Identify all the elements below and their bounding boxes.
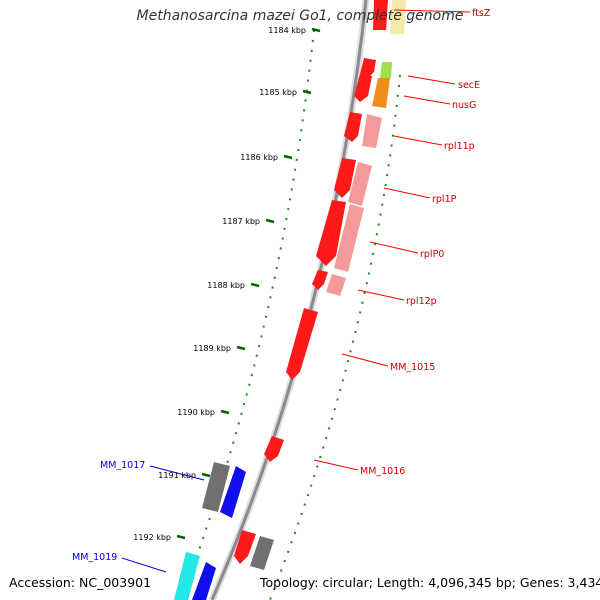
gene-ftsZ-a (373, 0, 388, 30)
gene-3 (344, 112, 362, 142)
gene-features (174, 0, 406, 600)
gene-label-MM_1019: MM_1019 (72, 552, 117, 563)
gene-4 (334, 158, 356, 198)
gene-label-rpl1P: rpl1P (432, 194, 457, 205)
gene-label-rpl11p: rpl11p (444, 141, 475, 152)
gene-label-MM_1016: MM_1016 (360, 466, 405, 477)
tick-mark (265, 218, 275, 224)
tick-label: 1185 kbp (259, 88, 297, 97)
inner-track (269, 74, 401, 600)
gene-MM_1017-a (202, 462, 230, 512)
tick-mark (236, 345, 246, 351)
gene-label-MM_1015: MM_1015 (390, 362, 435, 373)
tick-label: 1188 kbp (207, 281, 245, 290)
gene-label-rpl12p: rpl12p (406, 296, 437, 307)
gene-label-rplP0: rplP0 (420, 249, 444, 260)
tick-label: 1192 kbp (133, 533, 171, 542)
gene-rplP0 (334, 204, 364, 272)
gene-MM_1019-a (174, 552, 200, 600)
gene-MM_1019 (192, 562, 216, 600)
gene-ftsZ-b (390, 0, 406, 34)
tick-label: 1189 kbp (193, 344, 231, 353)
gene-label-MM_1017: MM_1017 (100, 460, 145, 471)
gene-rpl1P (348, 162, 372, 206)
gene-5 (316, 200, 346, 266)
tick-label: 1190 kbp (177, 408, 215, 417)
tick-label: 1187 kbp (222, 217, 260, 226)
gene-secE (380, 62, 392, 78)
gene-label-ftsZ: ftsZ (472, 8, 491, 19)
gene-8 (250, 536, 274, 570)
tick-mark (311, 27, 321, 33)
tick-mark (250, 282, 260, 288)
gene-nusG (372, 78, 390, 108)
gene-2 (354, 74, 372, 102)
accession-text: Accession: NC_003901 (9, 575, 152, 590)
tick-mark (201, 472, 211, 478)
gene-rpl11p (362, 114, 382, 148)
gene-7 (234, 530, 256, 564)
gene-label-secE: secE (458, 80, 480, 91)
tick-label: 1186 kbp (240, 153, 278, 162)
gene-1 (360, 58, 376, 78)
gene-label-nusG: nusG (452, 100, 476, 111)
tick-mark (220, 409, 230, 415)
tick-mark (302, 89, 312, 95)
gene-MM_1017 (220, 466, 246, 518)
tick-mark (176, 534, 186, 540)
gene-labels: ftsZ secE nusG rpl11p rpl1P rplP0 rpl12p… (72, 8, 491, 573)
tick-mark (283, 154, 293, 160)
tick-marks: 1184 kbp 1185 kbp 1186 kbp 1187 kbp 1188 kbp… (133, 26, 321, 542)
gene-6 (312, 270, 328, 290)
gene-MM_1016 (264, 436, 284, 462)
genome-title: Methanosarcina mazei Go1, complete genom… (136, 8, 464, 24)
tick-label: 1191 kbp (158, 471, 196, 480)
gene-MM_1015 (286, 308, 318, 380)
gene-rpl12p (326, 274, 346, 296)
tick-label: 1184 kbp (268, 26, 306, 35)
genome-summary-text: Topology: circular; Length: 4,096,345 bp… (260, 575, 600, 590)
